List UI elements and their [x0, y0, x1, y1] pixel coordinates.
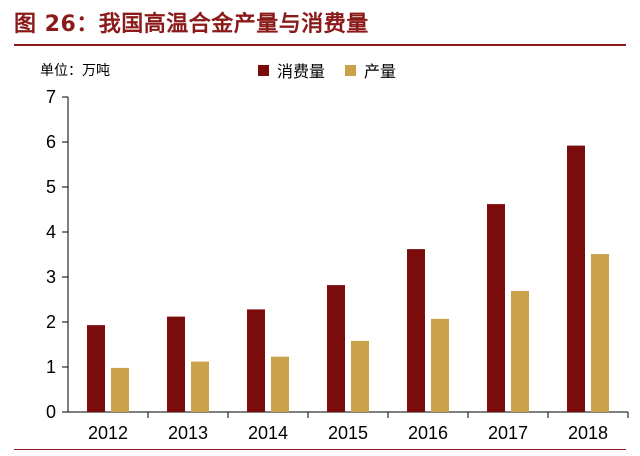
x-tick-label: 2017 — [488, 423, 528, 443]
x-tick-label: 2012 — [88, 423, 128, 443]
bar-production — [351, 340, 369, 412]
y-tick-label: 6 — [46, 132, 56, 152]
legend-swatch-production — [345, 64, 357, 76]
title-divider — [14, 44, 626, 46]
x-tick-label: 2013 — [168, 423, 208, 443]
bar-production — [591, 254, 609, 412]
bar-production — [271, 356, 289, 412]
x-tick-label: 2014 — [248, 423, 288, 443]
y-tick-label: 3 — [46, 267, 56, 287]
legend-item-production: 产量 — [345, 58, 396, 82]
unit-label: 单位：万吨 — [40, 63, 110, 79]
bar-consumption — [247, 309, 265, 412]
x-tick-label: 2015 — [328, 423, 368, 443]
y-tick-label: 1 — [46, 357, 56, 377]
legend-label-production: 产量 — [364, 62, 397, 81]
y-tick-label: 0 — [46, 402, 56, 422]
legend-item-consumption: 消费量 — [258, 58, 325, 82]
chart-title: 图 26：我国高温合金产量与消费量 — [14, 12, 369, 37]
bar-production — [191, 361, 209, 412]
y-tick-label: 7 — [46, 87, 56, 107]
bar-production — [511, 290, 529, 412]
y-tick-label: 4 — [46, 222, 56, 242]
y-tick-label: 2 — [46, 312, 56, 332]
x-tick-label: 2018 — [568, 423, 608, 443]
bar-production — [111, 367, 129, 412]
bar-consumption — [567, 145, 585, 412]
bar-consumption — [407, 249, 425, 412]
legend: 消费量 产量 — [258, 58, 416, 82]
bar-consumption — [327, 285, 345, 412]
x-tick-label: 2016 — [408, 423, 448, 443]
y-tick-label: 5 — [46, 177, 56, 197]
legend-label-consumption: 消费量 — [277, 62, 326, 81]
legend-swatch-consumption — [258, 64, 269, 76]
bar-consumption — [167, 316, 185, 412]
bar-production — [431, 318, 449, 412]
bottom-divider — [14, 449, 626, 450]
bar-consumption — [487, 204, 505, 412]
bar-consumption — [87, 325, 105, 412]
